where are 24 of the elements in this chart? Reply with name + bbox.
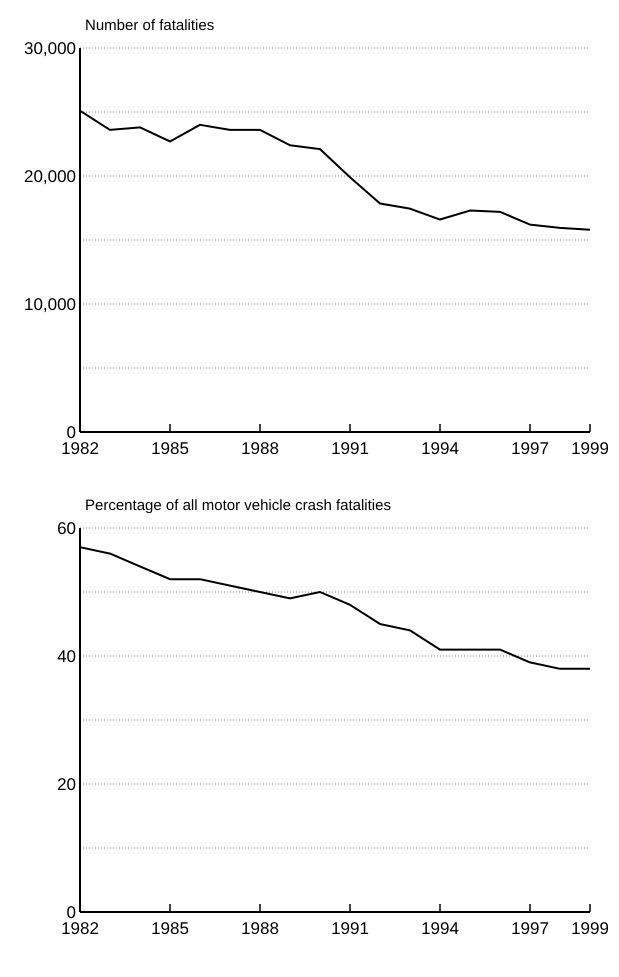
x-tick-label: 1982 bbox=[61, 919, 99, 938]
y-tick-label: 0 bbox=[66, 902, 76, 922]
y-tick-label: 30,000 bbox=[24, 38, 76, 58]
y-axis-title: Percentage of all motor vehicle crash fatalities bbox=[85, 497, 391, 514]
x-tick-label: 1994 bbox=[421, 439, 459, 458]
y-axis-title: Number of fatalities bbox=[85, 17, 214, 34]
x-tick-label: 1985 bbox=[151, 919, 189, 938]
y-tick-label: 20 bbox=[57, 774, 76, 794]
x-tick-label: 1991 bbox=[331, 919, 369, 938]
x-tick-label: 1991 bbox=[331, 439, 369, 458]
x-tick-label: 1982 bbox=[61, 439, 99, 458]
x-tick-label: 1997 bbox=[511, 919, 549, 938]
y-tick-label: 60 bbox=[57, 518, 76, 538]
y-tick-label: 40 bbox=[57, 646, 76, 666]
x-tick-label: 1988 bbox=[241, 919, 279, 938]
x-tick-label: 1999 bbox=[571, 919, 609, 938]
x-tick-label: 1997 bbox=[511, 439, 549, 458]
y-tick-label: 10,000 bbox=[24, 294, 76, 314]
x-tick-label: 1985 bbox=[151, 439, 189, 458]
x-tick-label: 1988 bbox=[241, 439, 279, 458]
y-tick-label: 0 bbox=[66, 422, 76, 442]
x-tick-label: 1994 bbox=[421, 919, 459, 938]
x-tick-label: 1999 bbox=[571, 439, 609, 458]
y-tick-label: 20,000 bbox=[24, 166, 76, 186]
